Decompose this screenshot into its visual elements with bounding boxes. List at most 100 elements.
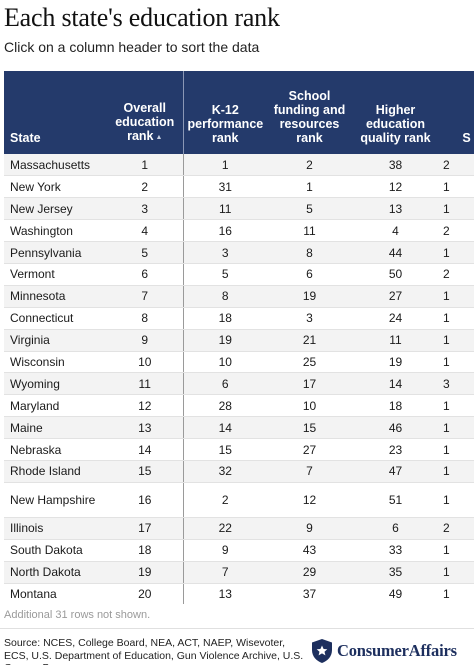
rank-cell: 1 <box>439 285 474 308</box>
rank-cell: 1 <box>439 329 474 352</box>
rank-cell: 2 <box>439 517 474 540</box>
rank-cell: 11 <box>352 329 439 352</box>
state-name-cell: Montana <box>4 583 107 604</box>
table-row: New Hampshire 16 2 12 51 1 <box>4 482 474 518</box>
column-header-higher-ed-rank[interactable]: Higher education quality rank <box>352 71 439 154</box>
rank-cell: 5 <box>183 263 267 286</box>
state-name-cell: Wyoming <box>4 372 107 396</box>
rank-cell: 1 <box>267 175 352 199</box>
state-name-cell: Pennsylvania <box>4 241 107 264</box>
source-citation: Source: NCES, College Board, NEA, ACT, N… <box>4 637 304 665</box>
state-name-cell: Maine <box>4 416 107 440</box>
table-row: Maine 13 14 15 46 1 <box>4 416 474 440</box>
rank-cell: 3 <box>183 241 267 264</box>
state-name-cell: Illinois <box>4 517 107 540</box>
rank-cell: 32 <box>183 460 267 483</box>
rank-cell: 16 <box>107 482 184 518</box>
rank-cell: 5 <box>267 197 352 221</box>
rank-cell: 13 <box>183 583 267 604</box>
rank-cell: 6 <box>107 263 184 286</box>
rank-cell: 22 <box>183 517 267 540</box>
rank-cell: 23 <box>352 438 439 461</box>
education-rank-table: State Overall education rank ▲ K-12 perfo… <box>4 71 474 604</box>
table-row: Massachusetts 1 1 2 38 2 <box>4 154 474 177</box>
rank-cell: 50 <box>352 263 439 286</box>
table-row: South Dakota 18 9 43 33 1 <box>4 539 474 562</box>
rank-cell: 11 <box>107 372 184 396</box>
rank-cell: 12 <box>107 394 184 418</box>
rank-cell: 3 <box>267 307 352 330</box>
rank-cell: 2 <box>439 154 474 177</box>
rank-cell: 7 <box>183 561 267 584</box>
table-row: New Jersey 3 11 5 13 1 <box>4 197 474 221</box>
rank-cell: 14 <box>107 438 184 461</box>
rank-cell: 1 <box>183 154 267 177</box>
rows-not-shown-note: Additional 31 rows not shown. <box>4 609 151 621</box>
rank-cell: 25 <box>267 351 352 374</box>
rank-cell: 49 <box>352 583 439 604</box>
state-name-cell: Minnesota <box>4 285 107 308</box>
rank-cell: 1 <box>439 482 474 518</box>
state-name-cell: North Dakota <box>4 561 107 584</box>
rank-cell: 6 <box>267 263 352 286</box>
column-header-state[interactable]: State <box>4 71 107 154</box>
rank-cell: 17 <box>107 517 184 540</box>
rank-cell: 18 <box>183 307 267 330</box>
rank-cell: 12 <box>267 482 352 518</box>
rank-cell: 14 <box>352 372 439 396</box>
table-row: Illinois 17 22 9 6 2 <box>4 517 474 540</box>
rank-cell: 19 <box>183 329 267 352</box>
state-name-cell: Wisconsin <box>4 351 107 374</box>
rank-cell: 1 <box>439 583 474 604</box>
rank-cell: 18 <box>352 394 439 418</box>
rank-cell: 1 <box>439 438 474 461</box>
brand-name: ConsumerAffairs <box>337 641 457 660</box>
page-subtitle: Click on a column header to sort the dat… <box>4 39 260 55</box>
rank-cell: 47 <box>352 460 439 483</box>
rank-cell: 20 <box>107 583 184 604</box>
rank-cell: 17 <box>267 372 352 396</box>
state-name-cell: Washington <box>4 219 107 243</box>
rank-cell: 1 <box>439 416 474 440</box>
footer-divider <box>0 628 474 629</box>
column-header-truncated[interactable]: S <box>439 71 474 154</box>
table-row: Pennsylvania 5 3 8 44 1 <box>4 241 474 264</box>
rank-cell: 1 <box>107 154 184 177</box>
rank-cell: 8 <box>107 307 184 330</box>
rank-cell: 7 <box>107 285 184 308</box>
rank-cell: 8 <box>183 285 267 308</box>
rank-cell: 4 <box>107 219 184 243</box>
rank-cell: 11 <box>267 219 352 243</box>
page-title: Each state's education rank <box>4 3 280 32</box>
rank-cell: 1 <box>439 561 474 584</box>
rank-cell: 9 <box>183 539 267 562</box>
rank-cell: 2 <box>439 219 474 243</box>
table-row: Montana 20 13 37 49 1 <box>4 583 474 604</box>
state-name-cell: New York <box>4 175 107 199</box>
rank-cell: 51 <box>352 482 439 518</box>
rank-cell: 2 <box>439 263 474 286</box>
column-header-overall-rank[interactable]: Overall education rank ▲ <box>107 71 184 154</box>
state-name-cell: South Dakota <box>4 539 107 562</box>
state-name-cell: Vermont <box>4 263 107 286</box>
rank-cell: 6 <box>352 517 439 540</box>
table-row: Rhode Island 15 32 7 47 1 <box>4 460 474 483</box>
state-name-cell: Maryland <box>4 394 107 418</box>
column-header-k12-rank[interactable]: K-12 performance rank <box>183 71 267 154</box>
sort-ascending-icon: ▲ <box>155 134 163 141</box>
table-row: Connecticut 8 18 3 24 1 <box>4 307 474 330</box>
table-row: New York 2 31 1 12 1 <box>4 175 474 199</box>
rank-cell: 15 <box>267 416 352 440</box>
rank-cell: 37 <box>267 583 352 604</box>
column-header-funding-rank[interactable]: School funding and resources rank <box>267 71 352 154</box>
rank-cell: 2 <box>107 175 184 199</box>
rank-cell: 1 <box>439 539 474 562</box>
table-body: Massachusetts 1 1 2 38 2 New York 2 31 1 12 1 New Je… <box>4 154 474 604</box>
rank-cell: 16 <box>183 219 267 243</box>
rank-cell: 28 <box>183 394 267 418</box>
rank-cell: 9 <box>107 329 184 352</box>
rank-cell: 7 <box>267 460 352 483</box>
rank-cell: 12 <box>352 175 439 199</box>
rank-cell: 5 <box>107 241 184 264</box>
state-name-cell: Massachusetts <box>4 154 107 177</box>
